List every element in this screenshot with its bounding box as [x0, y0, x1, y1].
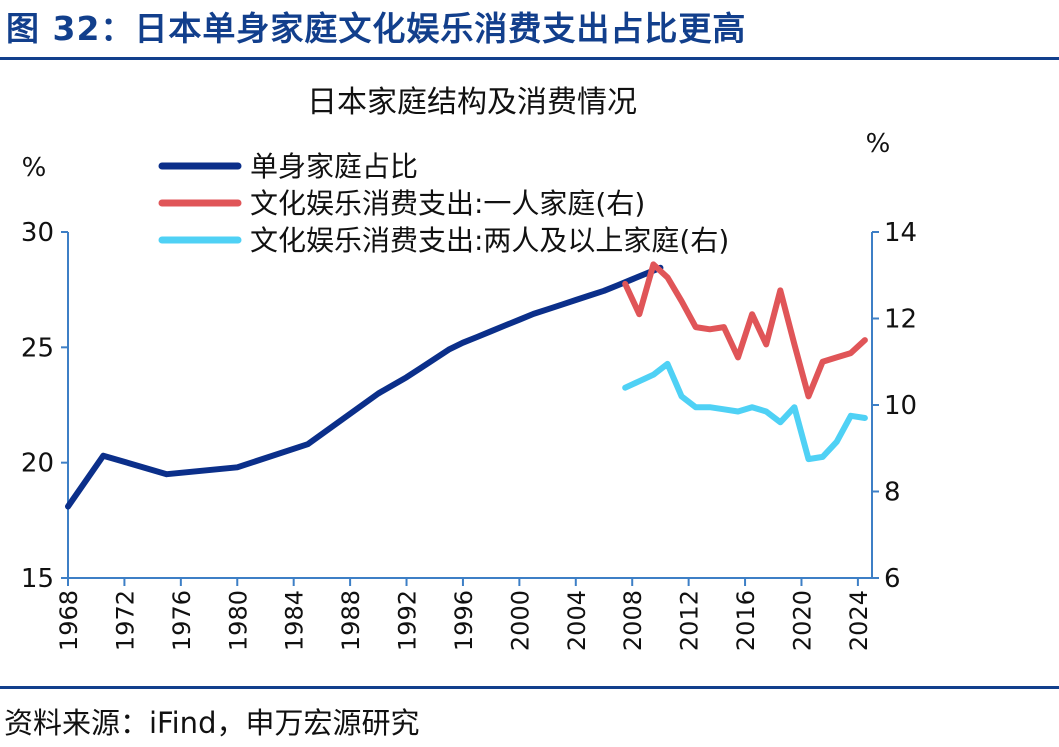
top-divider — [0, 57, 1059, 60]
x-tick-label: 2008 — [619, 590, 647, 651]
legend-label-2: 文化娱乐消费支出:一人家庭(右) — [250, 187, 645, 220]
right-tick-label: 8 — [884, 478, 901, 508]
x-tick-label: 1980 — [224, 590, 252, 651]
right-tick-label: 10 — [884, 391, 917, 421]
bottom-divider — [0, 686, 1059, 689]
legend-label-3: 文化娱乐消费支出:两人及以上家庭(右) — [250, 224, 729, 257]
x-tick-label: 1992 — [394, 590, 422, 651]
legend-label-1: 单身家庭占比 — [250, 150, 418, 183]
chart: 日本家庭结构及消费情况 % % 15 20 25 30 6 8 10 12 14 1968 1972… — [21, 85, 917, 651]
x-tick-label: 1996 — [450, 590, 478, 651]
left-tick-label: 15 — [21, 564, 54, 594]
left-tick-label: 30 — [21, 218, 54, 248]
series-line-3 — [622, 360, 868, 463]
x-tick-label: 1988 — [337, 590, 365, 651]
x-tick-label: 2020 — [788, 590, 816, 651]
series-line-1 — [65, 264, 664, 510]
source-note: 资料来源：iFind，申万宏源研究 — [4, 706, 420, 740]
x-tick-label: 1972 — [111, 590, 139, 651]
x-tick-label: 2016 — [732, 590, 760, 651]
x-tick-label: 2004 — [563, 590, 591, 651]
axes: 15 20 25 30 6 8 10 12 14 1968 1972 1976 1980 1984 1988… — [21, 218, 917, 651]
x-tick-label: 2012 — [676, 590, 704, 651]
x-tick-label: 1968 — [55, 590, 83, 651]
right-tick-label: 12 — [884, 305, 917, 335]
x-tick-label: 1984 — [281, 590, 309, 651]
right-tick-label: 14 — [884, 218, 917, 248]
left-axis-unit: % — [22, 153, 47, 183]
left-tick-label: 25 — [21, 333, 54, 363]
figure-title: 图 32：日本单身家庭文化娱乐消费支出占比更高 — [6, 9, 747, 48]
right-tick-label: 6 — [884, 564, 901, 594]
left-tick-label: 20 — [21, 449, 54, 479]
right-axis-unit: % — [866, 129, 891, 159]
x-tick-label: 1976 — [168, 590, 196, 651]
x-tick-label: 2000 — [506, 590, 534, 651]
series-line-2 — [622, 261, 868, 400]
x-tick-label: 2024 — [845, 590, 873, 651]
series-layer — [65, 261, 868, 510]
chart-title: 日本家庭结构及消费情况 — [307, 85, 637, 120]
